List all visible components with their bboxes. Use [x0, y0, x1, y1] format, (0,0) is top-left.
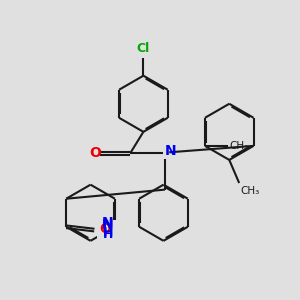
Text: Cl: Cl [137, 42, 150, 55]
Text: CH₃: CH₃ [241, 186, 260, 196]
FancyBboxPatch shape [97, 220, 120, 238]
Text: O: O [90, 146, 101, 160]
Text: O: O [99, 222, 111, 236]
Text: N: N [102, 216, 113, 230]
Text: N: N [102, 218, 113, 233]
Text: H: H [102, 227, 113, 241]
Text: CH₃: CH₃ [230, 141, 249, 151]
Text: N: N [165, 144, 176, 158]
Text: H: H [102, 226, 113, 239]
